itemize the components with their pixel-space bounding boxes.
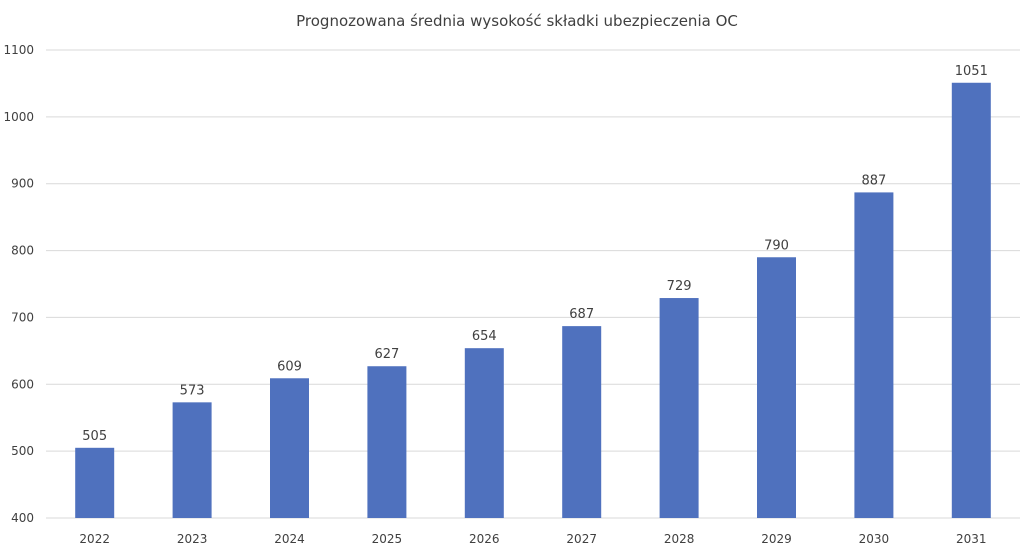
data-label: 654	[472, 329, 497, 344]
data-label: 887	[861, 173, 886, 188]
y-tick-label: 600	[11, 377, 34, 391]
data-label: 609	[277, 359, 302, 374]
bar	[854, 192, 894, 519]
chart-title: Prognozowana średnia wysokość składki ub…	[296, 12, 738, 30]
y-tick-label: 800	[11, 244, 34, 258]
data-label: 687	[569, 307, 594, 322]
bars	[75, 82, 991, 519]
y-tick-label: 400	[11, 511, 34, 525]
y-axis-tick-labels: 400 500 600 700 800 900 1000 1100	[3, 43, 34, 525]
y-tick-label: 700	[11, 310, 34, 324]
data-label: 505	[82, 429, 107, 444]
x-tick-label: 2028	[664, 532, 695, 546]
data-label: 729	[667, 279, 692, 294]
x-axis-tick-labels: 2022 2023 2024 2025 2026 2027 2028 2029 2030 2031	[79, 532, 986, 546]
bar	[172, 402, 212, 518]
x-tick-label: 2027	[566, 532, 597, 546]
data-label: 573	[180, 383, 205, 398]
bar	[659, 298, 699, 518]
bar	[562, 326, 602, 518]
bar	[757, 257, 796, 518]
bar	[464, 348, 504, 518]
x-tick-label: 2030	[859, 532, 890, 546]
bar	[270, 378, 309, 518]
bar	[951, 82, 991, 518]
x-tick-label: 2023	[177, 532, 208, 546]
x-tick-label: 2024	[274, 532, 305, 546]
data-labels: 505 573 609 627 654 687 729 790 887 1051	[82, 64, 988, 444]
data-label: 627	[374, 347, 399, 362]
y-tick-label: 1000	[3, 110, 34, 124]
x-tick-label: 2025	[372, 532, 403, 546]
x-tick-label: 2022	[79, 532, 110, 546]
y-tick-label: 900	[11, 177, 34, 191]
bar	[75, 447, 115, 518]
y-tick-label: 1100	[3, 43, 34, 57]
data-label: 790	[764, 238, 789, 253]
data-label: 1051	[955, 64, 988, 79]
x-tick-label: 2026	[469, 532, 500, 546]
x-tick-label: 2031	[956, 532, 987, 546]
bar	[367, 366, 407, 518]
y-tick-label: 500	[11, 444, 34, 458]
x-tick-label: 2029	[761, 532, 792, 546]
